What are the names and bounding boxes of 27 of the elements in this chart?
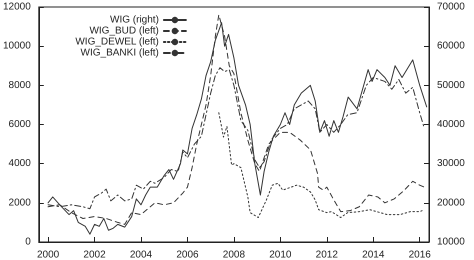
x-tick-label: 2002 xyxy=(83,250,106,260)
y-tick-label: 2000 xyxy=(8,197,32,208)
x-tick-label: 2014 xyxy=(362,250,385,260)
y2-tick-label: 30000 xyxy=(437,158,466,170)
y2-tick-label: 20000 xyxy=(437,197,466,208)
y-tick-label: 8000 xyxy=(8,80,32,91)
x-tick-label: 2004 xyxy=(130,250,153,260)
y-tick-label: 10000 xyxy=(2,40,32,52)
y-tick-label: 0 xyxy=(25,236,32,248)
legend-label: WIG_DEWEL (left) xyxy=(75,36,159,48)
legend-label: WIG_BANKI (left) xyxy=(80,48,159,58)
y2-tick-label: 40000 xyxy=(437,119,466,130)
y2-tick-label: 60000 xyxy=(437,40,466,52)
x-tick-label: 2008 xyxy=(222,250,246,260)
x-tick-label: 2000 xyxy=(36,250,60,260)
y2-tick-label: 50000 xyxy=(437,80,466,91)
y2-tick-label: 70000 xyxy=(437,2,466,12)
x-tick-label: 2012 xyxy=(316,250,338,260)
y-tick-label: 6000 xyxy=(8,119,32,130)
x-tick-label: 2010 xyxy=(269,250,292,260)
y-tick-label: 12000 xyxy=(2,2,32,12)
x-tick-label: 2006 xyxy=(176,250,200,260)
x-tick-label: 2016 xyxy=(408,250,432,260)
y2-tick-label: 10000 xyxy=(437,236,466,248)
y-tick-label: 4000 xyxy=(8,158,32,170)
legend-label: WIG_BUD (left) xyxy=(89,26,159,36)
legend-label: WIG (right) xyxy=(110,14,159,26)
